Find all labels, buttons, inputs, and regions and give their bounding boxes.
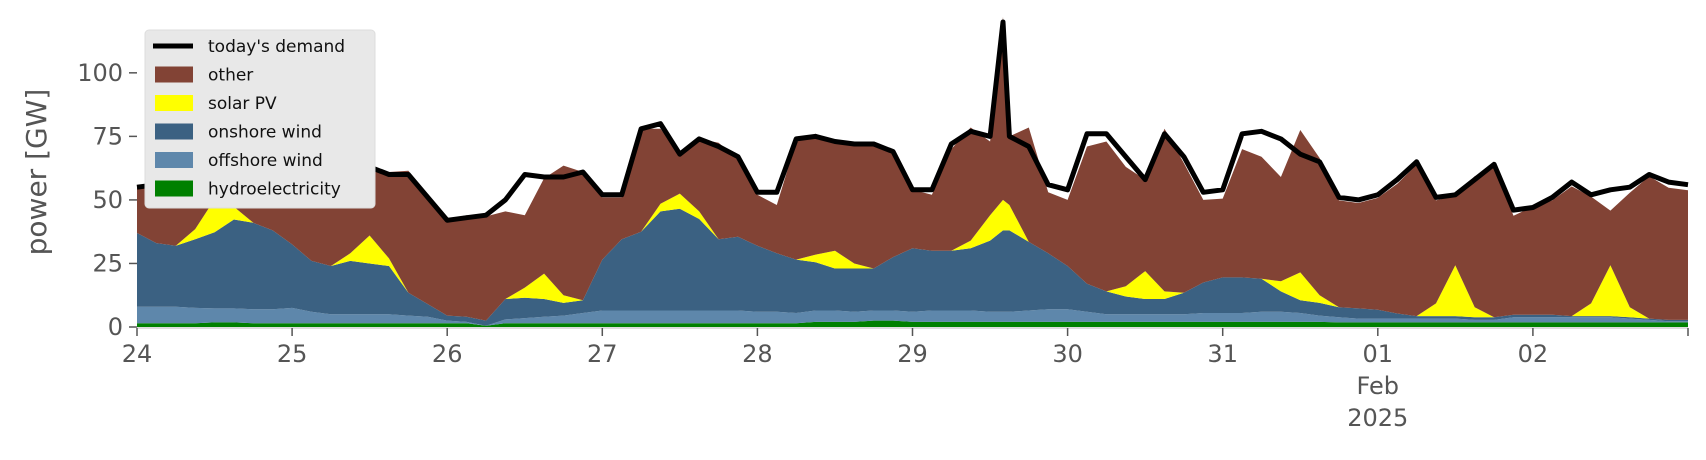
x-tick-label: 26 [432, 340, 463, 368]
y-tick-label: 50 [92, 186, 123, 214]
x-tick-label: 02 [1518, 340, 1549, 368]
area-solar-pv [137, 193, 1688, 321]
y-tick-label: 25 [92, 249, 123, 277]
legend-box [144, 29, 376, 209]
area-onshore-wind [137, 208, 1688, 326]
y-tick-label: 100 [77, 59, 123, 87]
stacked-areas [137, 16, 1688, 327]
area-other [137, 16, 1688, 321]
x-tick-label: 30 [1052, 340, 1083, 368]
y-tick-label: 0 [108, 313, 123, 341]
x-tick-label: 25 [277, 340, 308, 368]
area-offshore-wind [137, 306, 1688, 326]
legend-swatch-onshore-wind [155, 123, 193, 140]
area-hydroelectricity [137, 320, 1688, 327]
demand-line [136, 19, 1689, 223]
legend-label-other: other [208, 66, 253, 86]
x-tick-sublabel: Feb [1357, 372, 1400, 400]
x-tick-label: 01 [1363, 340, 1394, 368]
legend-label-offshore-wind: offshore wind [208, 151, 323, 171]
legend: today's demand other solar PV onshore wind o… [144, 29, 376, 209]
x-tick-label: 24 [122, 340, 153, 368]
demand-line-group [136, 19, 1689, 223]
x-tick-label: 28 [742, 340, 773, 368]
legend-swatch-other [155, 66, 193, 83]
x-tick-label: 27 [587, 340, 618, 368]
legend-swatch-offshore-wind [155, 152, 193, 168]
x-axis: 24 25 26 27 28 29 30 31 01 Feb 2025 02 [122, 327, 1689, 432]
legend-swatch-solar-pv [155, 95, 193, 111]
y-tick-label: 75 [92, 122, 123, 150]
legend-swatch-hydroelectricity [155, 180, 193, 197]
legend-label-hydroelectricity: hydroelectricity [208, 180, 341, 200]
legend-label-solar-pv: solar PV [208, 94, 277, 114]
y-axis-label: power [GW] [20, 89, 53, 256]
x-tick-label: 31 [1207, 340, 1238, 368]
x-tick-label: 29 [897, 340, 928, 368]
legend-label-today-s-demand: today's demand [208, 37, 345, 57]
legend-label-onshore-wind: onshore wind [208, 123, 322, 143]
y-axis: 0 25 50 75 100 [77, 59, 137, 341]
x-tick-sublabel: 2025 [1347, 404, 1408, 432]
